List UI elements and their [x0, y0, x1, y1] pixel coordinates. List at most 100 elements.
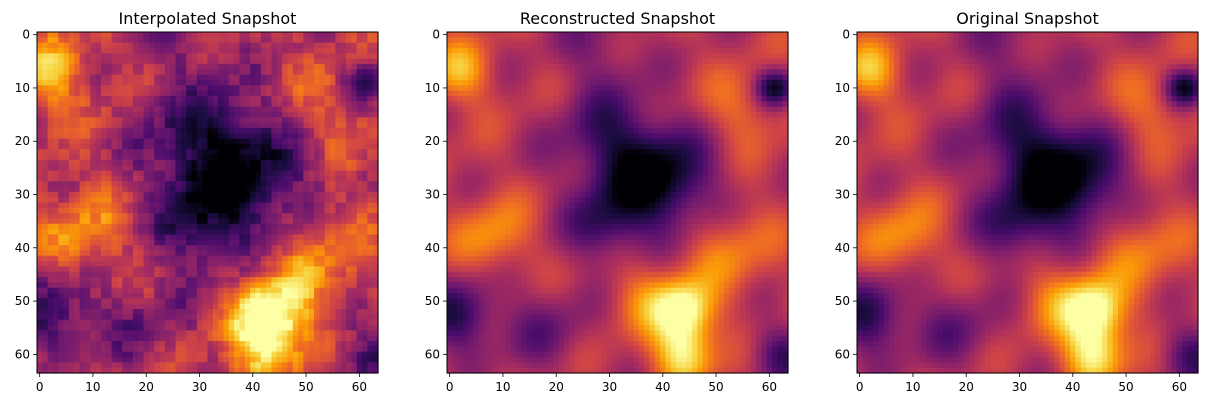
heatmap-cell [68, 362, 75, 369]
heatmap-cell [298, 314, 305, 321]
heatmap-cell [287, 32, 294, 38]
heatmap-cell [756, 42, 762, 49]
heatmap-cell [52, 32, 59, 38]
heatmap-cell [212, 170, 219, 177]
heatmap-cell [287, 261, 294, 268]
heatmap-cell [223, 154, 230, 161]
heatmap-cell [244, 170, 251, 177]
heatmap-cell [494, 37, 501, 44]
heatmap-cell [665, 53, 672, 60]
heatmap-cell [63, 138, 70, 145]
heatmap-cell [330, 202, 336, 209]
heatmap-cell [649, 69, 656, 76]
heatmap-cell [122, 106, 129, 113]
heatmap-cell [292, 32, 299, 38]
heatmap-cell [127, 53, 134, 60]
heatmap-cell [239, 239, 246, 246]
heatmap-cell [122, 367, 129, 374]
heatmap-cell [52, 53, 59, 60]
heatmap-cell [649, 42, 656, 49]
heatmap-cell [106, 143, 113, 150]
heatmap-cell [239, 298, 246, 305]
heatmap-cell [266, 229, 273, 236]
heatmap-cell [282, 53, 289, 60]
heatmap-cell [218, 58, 225, 65]
heatmap-cell [734, 58, 741, 65]
heatmap-cell [292, 335, 299, 342]
heatmap-cell [335, 293, 342, 300]
heatmap-cell [676, 95, 683, 102]
heatmap-cell [340, 266, 347, 273]
heatmap-cell [175, 111, 182, 118]
heatmap-cell [186, 117, 193, 124]
heatmap-cell [686, 95, 693, 102]
heatmap-cell [170, 143, 177, 150]
heatmap-cell [708, 79, 715, 86]
heatmap-cell [766, 69, 773, 76]
heatmap-cell [266, 250, 273, 257]
heatmap-cell [148, 266, 155, 273]
heatmap-cell [340, 191, 347, 198]
heatmap-cell [324, 186, 331, 193]
heatmap-cell [692, 42, 699, 49]
heatmap-cell [282, 213, 289, 220]
heatmap-cell [255, 95, 262, 102]
heatmap-cell [228, 74, 235, 81]
heatmap-cell [569, 32, 576, 38]
heatmap-cell [457, 69, 464, 76]
heatmap-cell [303, 47, 310, 54]
heatmap-cell [330, 127, 336, 134]
heatmap-cell [175, 314, 182, 321]
heatmap-cell [346, 213, 352, 220]
heatmap-cell [612, 74, 619, 81]
heatmap-cell [292, 325, 299, 331]
heatmap-cell [494, 58, 501, 65]
heatmap-cell [351, 362, 358, 369]
heatmap-cell [175, 42, 182, 49]
heatmap-cell [335, 255, 342, 262]
heatmap-cell [276, 325, 283, 331]
heatmap-cell [314, 367, 320, 374]
heatmap-cell [596, 95, 603, 102]
heatmap-cell [116, 170, 123, 177]
heatmap-cell [516, 85, 523, 92]
heatmap-cell [346, 357, 352, 363]
heatmap-cell [724, 32, 730, 38]
heatmap-cell [175, 346, 182, 353]
heatmap-cell [367, 69, 374, 76]
heatmap-cell [761, 74, 768, 81]
heatmap-cell [676, 74, 683, 81]
heatmap-cell [207, 309, 214, 315]
heatmap-cell [250, 74, 257, 81]
heatmap-cell [346, 319, 352, 326]
heatmap-cell [138, 85, 145, 92]
heatmap-cell [68, 37, 75, 44]
heatmap-cell [100, 63, 107, 70]
y-tick-label: 20 [15, 134, 30, 148]
heatmap-cell [37, 32, 43, 38]
heatmap-cell [122, 202, 129, 209]
heatmap-cell [79, 122, 86, 129]
heatmap-cell [106, 362, 113, 369]
heatmap-cell [266, 319, 273, 326]
heatmap-cell [212, 218, 219, 225]
heatmap-cell [314, 229, 320, 236]
heatmap-cell [223, 149, 230, 156]
heatmap-cell [42, 63, 49, 70]
heatmap-cell [52, 367, 59, 374]
heatmap-cell [585, 37, 592, 44]
heatmap-cell [180, 37, 187, 44]
heatmap-cell [79, 293, 86, 300]
heatmap-cell [287, 346, 294, 353]
heatmap-cell [90, 271, 97, 278]
y-tick-label: 30 [15, 188, 30, 202]
heatmap-cell [708, 74, 715, 81]
heatmap-cell [298, 133, 305, 140]
heatmap-cell [74, 367, 81, 374]
heatmap-cell [42, 346, 49, 353]
y-tick-label: 0 [22, 28, 30, 42]
heatmap-cell [212, 138, 219, 145]
heatmap-cell [244, 271, 251, 278]
heatmap-cell [740, 95, 746, 102]
heatmap-cell [42, 159, 49, 166]
